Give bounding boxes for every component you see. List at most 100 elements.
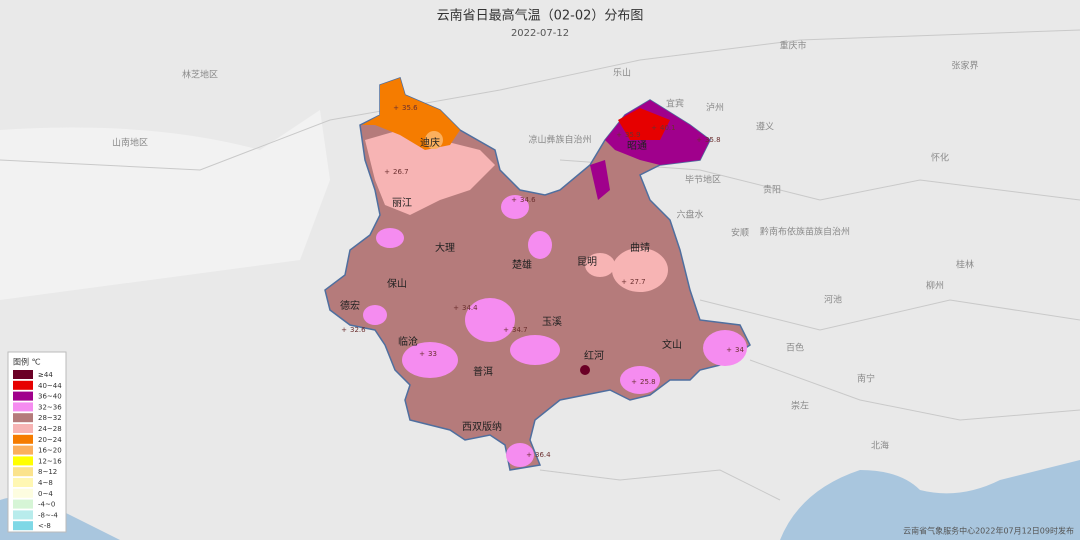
station-marker: +	[419, 350, 425, 358]
sea	[780, 460, 1080, 540]
place-label: 河池	[824, 294, 842, 306]
city-label: 曲靖	[630, 241, 650, 254]
station-label: 35.8	[705, 136, 721, 144]
legend-swatch	[13, 521, 33, 531]
temperature-zones	[362, 78, 747, 467]
legend-swatch	[13, 467, 33, 477]
legend-label: 8~12	[38, 468, 57, 476]
legend-swatch	[13, 478, 33, 487]
legend-swatch	[13, 424, 33, 433]
station-marker: +	[651, 124, 657, 132]
legend-swatch	[13, 370, 33, 379]
place-label: 贵阳	[763, 184, 781, 196]
place-label: 怀化	[931, 152, 949, 164]
city-label: 普洱	[473, 365, 493, 378]
station-marker: +	[726, 346, 732, 354]
legend-swatch	[13, 413, 33, 423]
city-label: 临沧	[398, 335, 418, 348]
place-label: 遵义	[756, 121, 774, 133]
legend-label: 12~16	[38, 457, 62, 465]
place-label: 六盘水	[676, 209, 703, 221]
station-label: 25.8	[640, 378, 656, 386]
station-marker: +	[384, 168, 390, 176]
legend-swatch	[13, 499, 33, 509]
legend-label: -8~-4	[38, 511, 58, 519]
place-label: 泸州	[706, 103, 724, 114]
place-label: 宜宾	[666, 98, 684, 110]
place-label: 林芝地区	[182, 69, 218, 81]
legend-label: 4~8	[38, 479, 53, 487]
station-label: 34	[735, 346, 744, 354]
place-label: 山南地区	[112, 137, 148, 149]
place-label: 毕节地区	[685, 174, 721, 186]
city-label: 昆明	[577, 256, 597, 268]
place-label: 黔南布依族苗族自治州	[760, 226, 850, 238]
place-label: 安顺	[731, 227, 749, 239]
legend-swatch	[13, 380, 33, 390]
station-marker: +	[631, 378, 637, 386]
place-label: 百色	[786, 342, 804, 354]
city-label: 丽江	[392, 197, 412, 209]
legend-label: ≥44	[38, 371, 53, 379]
legend-swatch	[13, 456, 33, 466]
station-label: 35.9	[625, 131, 641, 139]
legend-title: 图例 ℃	[13, 357, 41, 367]
station-marker: +	[616, 131, 622, 139]
station-label: 34.4	[462, 304, 478, 312]
station-marker: +	[341, 326, 347, 334]
legend-swatch	[13, 488, 33, 498]
place-label: 重庆市	[779, 40, 806, 52]
city-label: 楚雄	[512, 258, 532, 271]
date: 2022-07-12	[511, 28, 569, 39]
legend-label: 28~32	[38, 414, 62, 422]
station-label: 36.4	[535, 451, 551, 459]
station-label: 40.1	[660, 124, 676, 132]
station-marker: +	[393, 104, 399, 112]
city-label: 保山	[387, 277, 407, 290]
footer: 云南省气象服务中心2022年07月12日09时发布	[903, 526, 1074, 536]
city-label: 迪庆	[420, 136, 440, 149]
station-labels: +35.6+ 26.7+ 34.6+ 33+ 34.4+ 34.7+ 35.9+ 27.7+ 2…	[341, 104, 744, 459]
legend-swatch	[13, 445, 33, 455]
title: 云南省日最高气温（02-02）分布图	[437, 8, 644, 24]
city-label: 红河	[584, 349, 604, 362]
legend-swatch	[13, 434, 33, 444]
place-label: 凉山彝族自治州	[528, 134, 591, 146]
place-label: 崇左	[791, 400, 809, 412]
legend-label: 0~4	[38, 490, 53, 498]
legend-label: 24~28	[38, 425, 62, 433]
place-label: 柳州	[926, 280, 944, 292]
station-label: 32.6	[350, 326, 366, 334]
legend-swatch	[13, 391, 33, 401]
city-label: 玉溪	[542, 316, 562, 328]
city-label: 大理	[435, 241, 455, 254]
legend-label: 16~20	[38, 447, 62, 455]
legend-label: -4~0	[38, 501, 55, 509]
legend-label: 32~36	[38, 403, 62, 411]
place-label: 张家界	[951, 60, 978, 72]
station-marker: +	[503, 326, 509, 334]
station-marker: +	[696, 136, 702, 144]
station-marker: +	[526, 451, 532, 459]
legend-label: 40~44	[38, 382, 62, 390]
legend-label: <-8	[38, 522, 51, 530]
legend: ≥44 40~44 36~40 32~36 28~32 24~28 20~24 16~20 12…	[13, 370, 62, 531]
station-marker: +	[511, 196, 517, 204]
city-label: 文山	[662, 338, 682, 351]
station-marker: +	[621, 278, 627, 286]
station-label: 33	[428, 350, 437, 358]
station-label: 34.6	[520, 196, 536, 204]
place-label: 北海	[871, 440, 889, 452]
station-marker: +	[453, 304, 459, 312]
legend-swatch	[13, 510, 33, 520]
plateau	[0, 110, 330, 300]
station-label: 34.7	[512, 326, 528, 334]
legend-label: 36~40	[38, 393, 62, 401]
station-label: 35.6	[402, 104, 418, 112]
place-label: 南宁	[857, 373, 875, 385]
place-label: 桂林	[956, 259, 974, 271]
